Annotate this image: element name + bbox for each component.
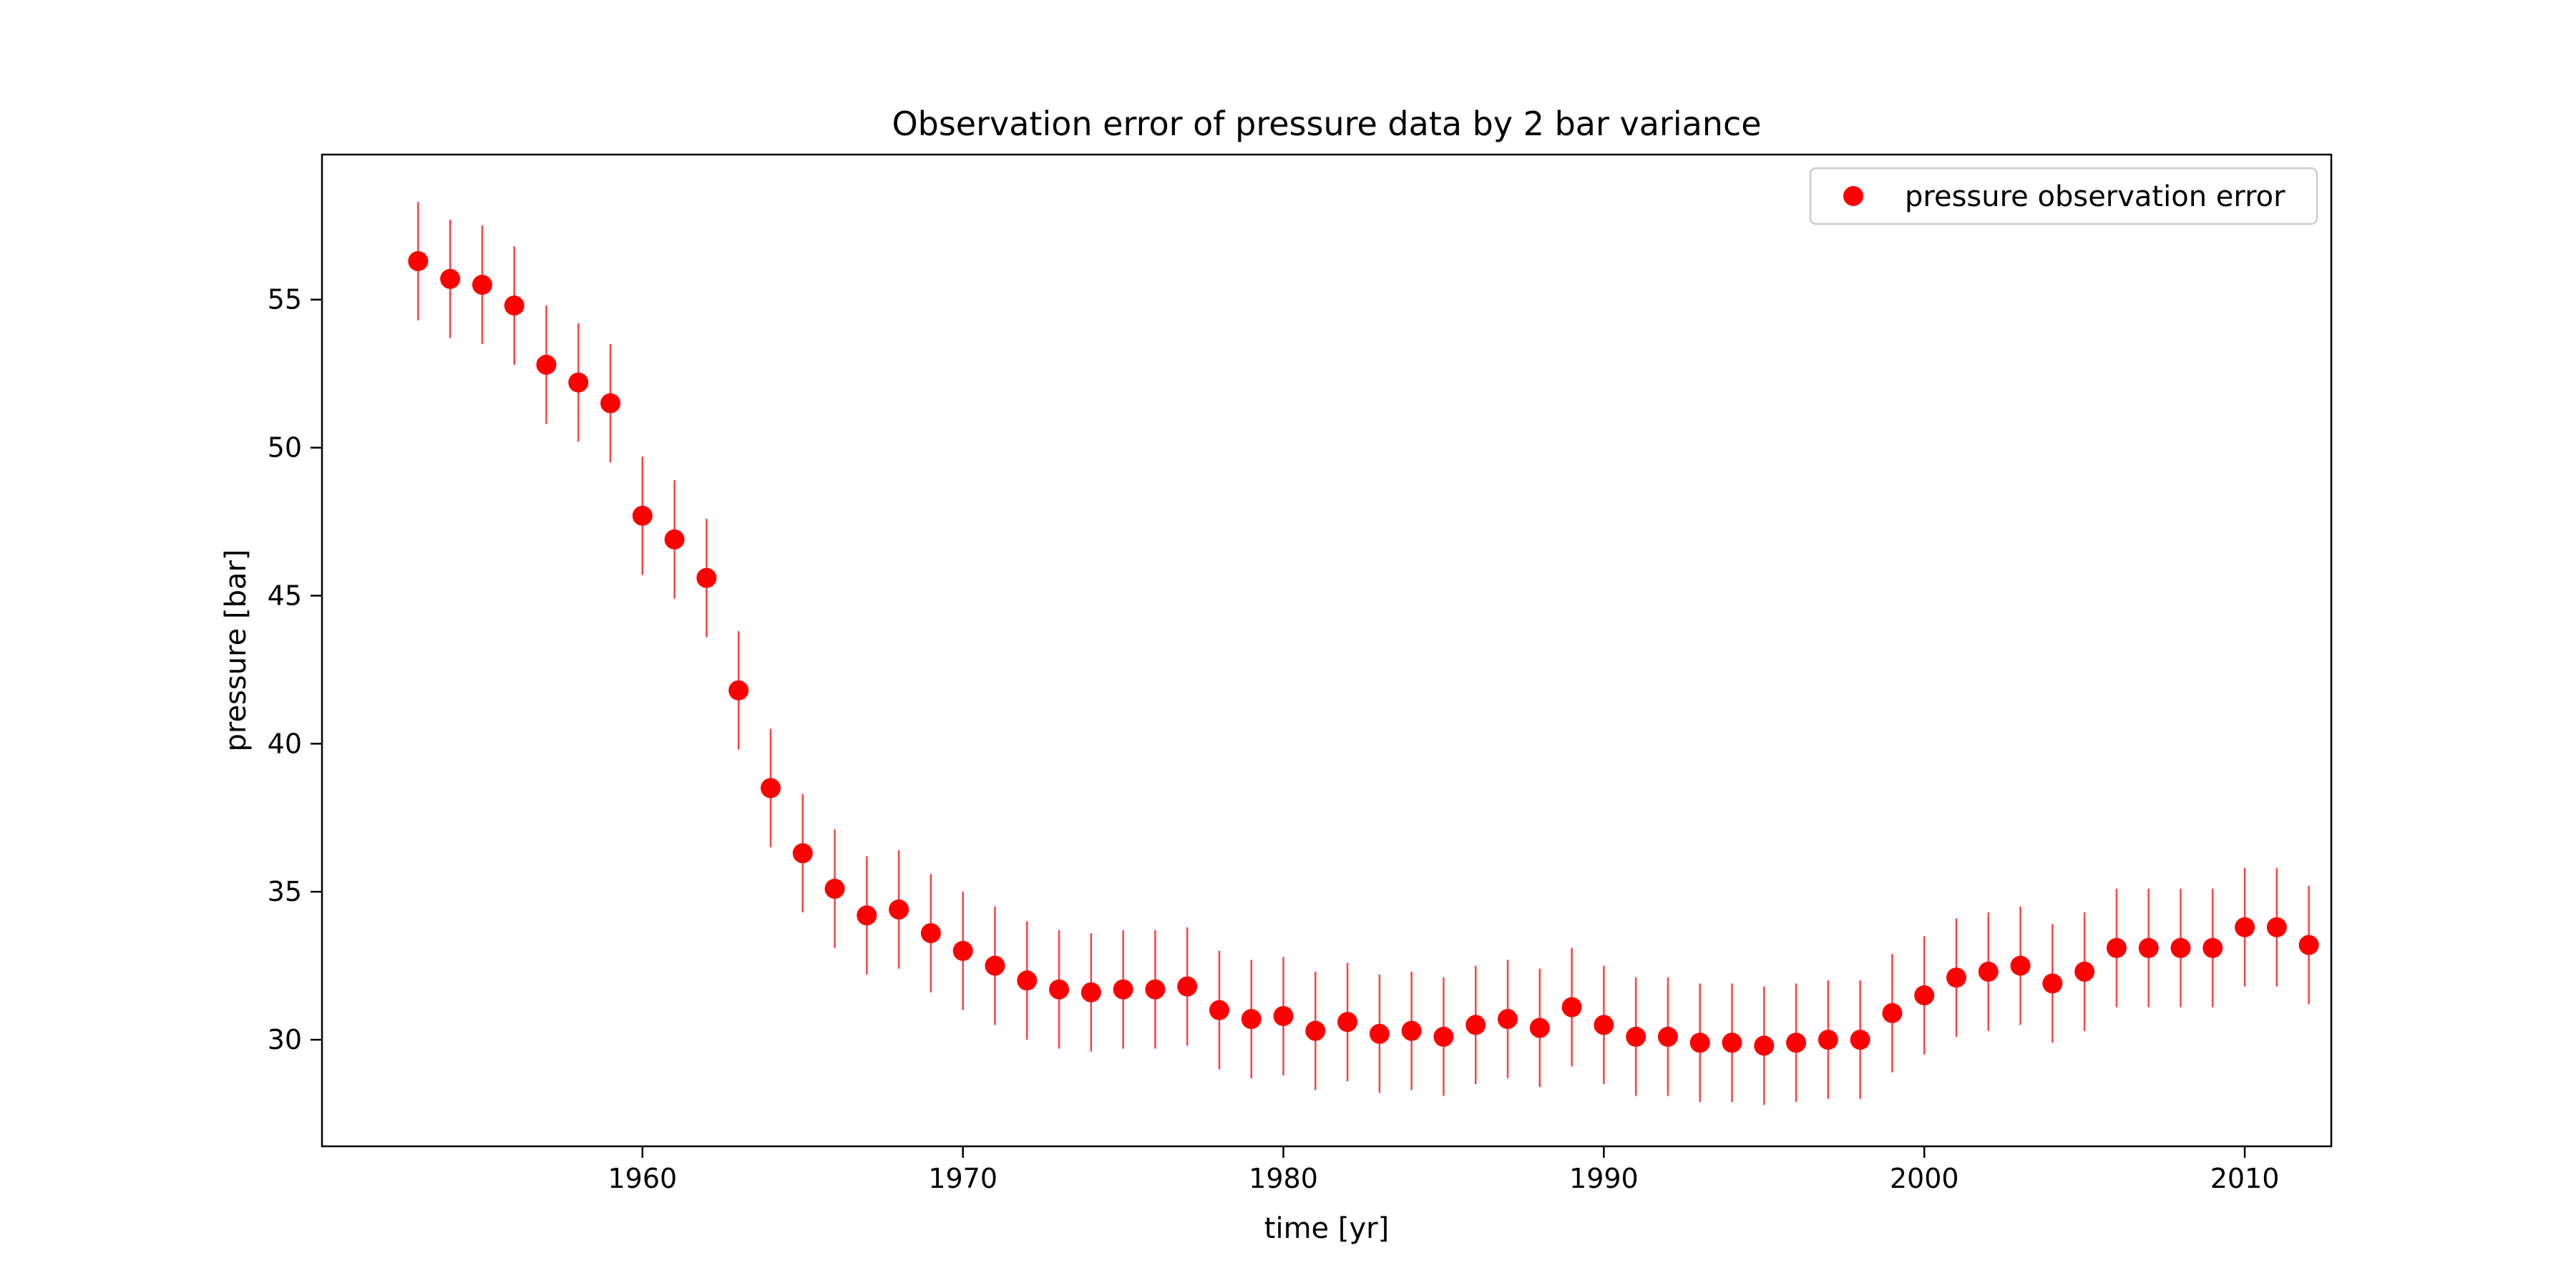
- data-point: [1337, 1012, 1358, 1033]
- data-marks: [408, 202, 2319, 1106]
- data-point: [1177, 976, 1198, 997]
- data-point: [792, 843, 813, 864]
- data-point: [1978, 961, 1999, 982]
- x-tick-label: 2000: [1890, 1163, 1959, 1194]
- data-point: [472, 275, 492, 296]
- data-point: [1657, 1026, 1678, 1047]
- y-tick-label: 55: [268, 284, 302, 316]
- data-point: [1433, 1026, 1454, 1047]
- y-axis: 30 35 40 45 50 55: [268, 284, 322, 1055]
- data-point: [1369, 1023, 1390, 1044]
- data-point: [985, 955, 1005, 976]
- data-point: [952, 940, 973, 961]
- data-point: [2170, 937, 2191, 958]
- data-point: [1626, 1026, 1646, 1047]
- data-point: [2202, 937, 2223, 958]
- x-tick-label: 1970: [928, 1163, 997, 1194]
- x-tick-label: 1960: [608, 1163, 677, 1194]
- data-point: [728, 680, 749, 701]
- data-point: [1305, 1020, 1326, 1041]
- data-point: [1689, 1033, 1710, 1053]
- x-tick-label: 1990: [1569, 1163, 1639, 1194]
- data-point: [760, 778, 781, 799]
- y-axis-label: pressure [bar]: [220, 549, 253, 751]
- data-point: [1914, 985, 1935, 1005]
- x-tick-label: 1980: [1249, 1163, 1318, 1194]
- data-point: [2138, 937, 2159, 958]
- data-point: [2074, 961, 2095, 982]
- data-point: [2266, 917, 2287, 937]
- y-tick-label: 30: [268, 1024, 302, 1055]
- data-point: [632, 505, 653, 526]
- data-point: [2298, 935, 2319, 955]
- data-point: [2106, 937, 2127, 958]
- x-tick-label: 2010: [2210, 1163, 2280, 1194]
- data-point: [600, 393, 621, 414]
- legend-entry-label: pressure observation error: [1905, 180, 2285, 213]
- data-point: [536, 354, 557, 375]
- data-point: [1498, 1009, 1518, 1030]
- y-tick-label: 35: [268, 876, 302, 907]
- x-axis: 1960 1970 1980 1990 2000 2010: [608, 1146, 2279, 1194]
- data-point: [920, 923, 941, 944]
- data-point: [568, 372, 589, 393]
- data-point: [1113, 979, 1133, 1000]
- legend-marker: [1843, 186, 1863, 206]
- data-point: [2235, 917, 2255, 937]
- data-point: [696, 567, 717, 588]
- data-point: [1080, 982, 1101, 1002]
- data-point: [824, 879, 845, 899]
- y-tick-label: 45: [268, 580, 302, 611]
- chart-title: Observation error of pressure data by 2 …: [892, 104, 1761, 143]
- data-point: [1722, 1033, 1742, 1053]
- data-point: [504, 296, 525, 316]
- data-point: [1017, 970, 1038, 991]
- data-point: [1145, 979, 1166, 1000]
- data-point: [1273, 1005, 1294, 1026]
- data-point: [664, 529, 685, 550]
- data-point: [1754, 1035, 1775, 1056]
- data-point: [440, 268, 461, 289]
- data-point: [889, 899, 909, 920]
- data-point: [1401, 1020, 1422, 1041]
- data-point: [1561, 997, 1582, 1018]
- data-point: [2010, 955, 2031, 976]
- data-point: [1241, 1009, 1262, 1030]
- x-axis-label: time [yr]: [1264, 1212, 1389, 1245]
- y-tick-label: 40: [268, 728, 302, 759]
- data-point: [1882, 1002, 1903, 1023]
- data-point: [1850, 1030, 1870, 1050]
- data-point: [1209, 1000, 1229, 1020]
- legend-box: [1809, 167, 2318, 225]
- data-point: [1594, 1015, 1614, 1035]
- y-tick-label: 50: [268, 432, 302, 464]
- plot-area-frame: [321, 153, 2333, 1148]
- data-point: [1049, 979, 1070, 1000]
- legend: pressure observation error: [1809, 167, 2318, 225]
- data-point: [1465, 1015, 1486, 1035]
- data-point: [857, 905, 877, 926]
- data-point: [2042, 973, 2063, 994]
- data-point: [1786, 1033, 1807, 1053]
- data-point: [1529, 1018, 1550, 1038]
- data-point: [1818, 1030, 1838, 1050]
- data-point: [408, 250, 429, 271]
- data-point: [1946, 967, 1967, 988]
